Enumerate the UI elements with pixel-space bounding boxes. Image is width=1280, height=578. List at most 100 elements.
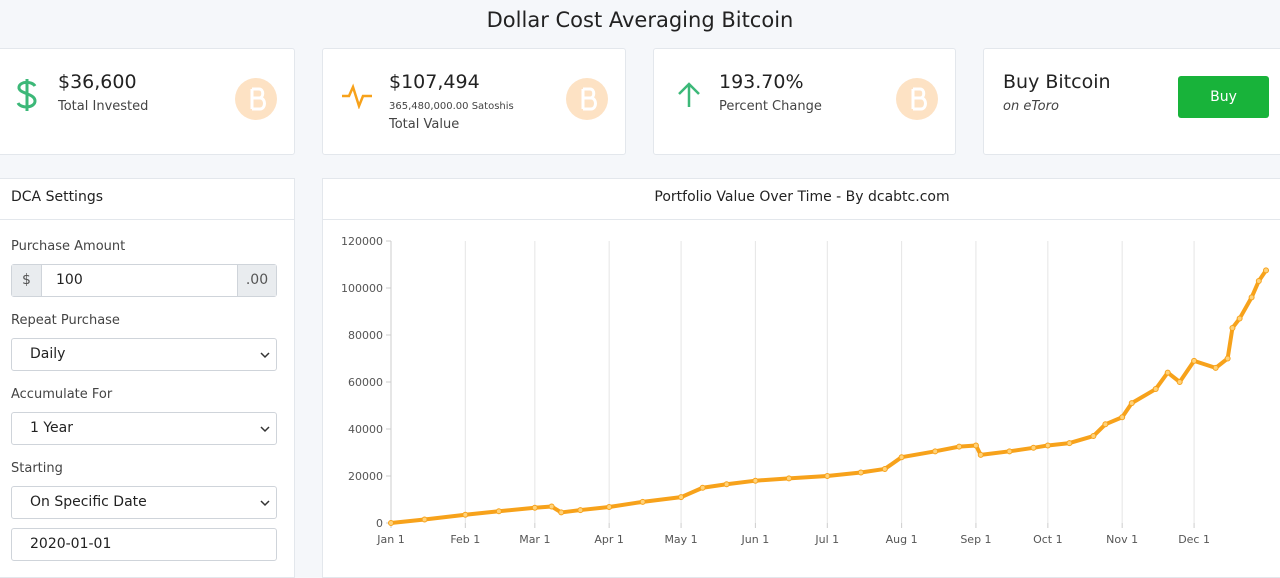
x-tick-label: Feb 1 bbox=[450, 533, 480, 546]
point bbox=[824, 473, 831, 479]
select-value: On Specific Date bbox=[30, 494, 147, 510]
point bbox=[388, 520, 394, 526]
amount-input[interactable]: $ 100 .00 bbox=[11, 264, 277, 297]
point bbox=[1119, 414, 1126, 421]
bitcoin-icon bbox=[896, 78, 938, 120]
field-label: Repeat Purchase bbox=[11, 313, 120, 328]
stat-card: 193.70% Percent Change bbox=[653, 48, 956, 155]
point bbox=[1044, 442, 1051, 449]
page-title: Dollar Cost Averaging Bitcoin bbox=[486, 8, 794, 32]
y-tick-label: 100000 bbox=[341, 282, 383, 295]
field-label: Purchase Amount bbox=[11, 239, 126, 254]
y-tick-label: 20000 bbox=[348, 470, 383, 483]
pulse-icon bbox=[342, 83, 372, 109]
point bbox=[1066, 440, 1073, 447]
point bbox=[1236, 315, 1243, 322]
point bbox=[723, 481, 730, 488]
input-prefix: $ bbox=[12, 265, 42, 296]
buy-title: Buy Bitcoin bbox=[1003, 71, 1111, 93]
point bbox=[1090, 433, 1097, 440]
point bbox=[699, 484, 706, 491]
point bbox=[956, 443, 963, 450]
y-tick-label: 60000 bbox=[348, 376, 383, 389]
point bbox=[1030, 444, 1037, 451]
point bbox=[932, 448, 939, 455]
point bbox=[977, 451, 984, 458]
x-tick-label: Nov 1 bbox=[1106, 533, 1138, 546]
point bbox=[1212, 364, 1219, 371]
point bbox=[1128, 400, 1135, 407]
x-tick-label: Jan 1 bbox=[376, 533, 404, 546]
date-value: 2020-01-01 bbox=[30, 536, 112, 552]
point bbox=[639, 498, 646, 505]
point bbox=[881, 465, 888, 472]
point bbox=[785, 475, 792, 482]
point bbox=[606, 504, 613, 511]
line bbox=[390, 269, 1268, 525]
point bbox=[1224, 355, 1231, 362]
date-input[interactable]: 2020-01-01 bbox=[11, 528, 277, 561]
select[interactable]: On Specific Date bbox=[11, 486, 277, 519]
field-label: Starting bbox=[11, 461, 63, 476]
point bbox=[1006, 448, 1013, 455]
chevron bbox=[260, 426, 270, 433]
y-tick-label: 120000 bbox=[341, 235, 383, 248]
divider bbox=[0, 219, 294, 220]
select[interactable]: Daily bbox=[11, 338, 277, 371]
input-suffix: .00 bbox=[237, 265, 276, 296]
x-tick-label: Oct 1 bbox=[1033, 533, 1063, 546]
point bbox=[752, 477, 759, 484]
stat-label: Total Value bbox=[389, 117, 460, 132]
point bbox=[495, 508, 502, 515]
point bbox=[1229, 324, 1236, 331]
select[interactable]: 1 Year bbox=[11, 412, 277, 445]
point bbox=[577, 507, 584, 514]
point bbox=[548, 503, 555, 510]
select-value: Daily bbox=[30, 346, 66, 362]
stat-value: 193.70% bbox=[719, 71, 804, 93]
point bbox=[1255, 277, 1262, 284]
chart-title: Portfolio Value Over Time - By dcabtc.co… bbox=[654, 189, 950, 205]
buy-subtitle: on eToro bbox=[1003, 99, 1059, 114]
x-tick-label: Dec 1 bbox=[1178, 533, 1210, 546]
stat-card: $107,494 365,480,000.00 Satoshis Total V… bbox=[322, 48, 626, 155]
dollar-icon bbox=[16, 79, 37, 111]
chevron bbox=[260, 500, 270, 507]
stat-label: Total Invested bbox=[58, 99, 149, 114]
divider bbox=[323, 219, 1280, 220]
stat-value: $107,494 bbox=[389, 71, 480, 93]
point bbox=[1164, 369, 1171, 376]
settings-panel: DCA Settings Purchase Amount $ 100 .00 R… bbox=[0, 178, 295, 578]
x-tick-label: Mar 1 bbox=[519, 533, 550, 546]
chart: Jan 1 Feb 1 Mar 1 Apr 1 May 1 Jun 1 Jul 1 Aug 1… bbox=[341, 235, 1269, 546]
stat-label: Percent Change bbox=[719, 99, 822, 114]
y-tick-label: 80000 bbox=[348, 329, 383, 342]
x-tick-label: Apr 1 bbox=[594, 533, 624, 546]
stat-detail: 365,480,000.00 Satoshis bbox=[389, 101, 514, 112]
x-tick-label: Jul 1 bbox=[814, 533, 839, 546]
stat-card: $36,600 Total Invested bbox=[0, 48, 295, 155]
y-tick-label: 0 bbox=[376, 517, 383, 530]
select-value: 1 Year bbox=[30, 420, 73, 436]
x-tick-label: Jun 1 bbox=[741, 533, 770, 546]
point bbox=[1263, 267, 1269, 274]
point bbox=[857, 469, 864, 476]
point bbox=[421, 516, 428, 523]
point bbox=[1176, 379, 1183, 385]
bitcoin-icon bbox=[566, 78, 608, 120]
chart-panel: Portfolio Value Over Time - By dcabtc.co… bbox=[322, 178, 1280, 578]
x-tick-label: Aug 1 bbox=[886, 533, 918, 546]
buy-button[interactable]: Buy bbox=[1178, 76, 1269, 118]
stat-value: $36,600 bbox=[58, 71, 137, 93]
point bbox=[462, 511, 469, 518]
y-tick-label: 40000 bbox=[348, 423, 383, 436]
buy-card: Buy Bitcoin on eToro Buy bbox=[983, 48, 1280, 155]
point bbox=[972, 442, 979, 449]
x-tick-label: May 1 bbox=[664, 533, 697, 546]
field-label: Accumulate For bbox=[11, 387, 113, 402]
point bbox=[1102, 421, 1109, 428]
point bbox=[1152, 386, 1159, 393]
point bbox=[531, 504, 538, 511]
point bbox=[678, 494, 685, 501]
